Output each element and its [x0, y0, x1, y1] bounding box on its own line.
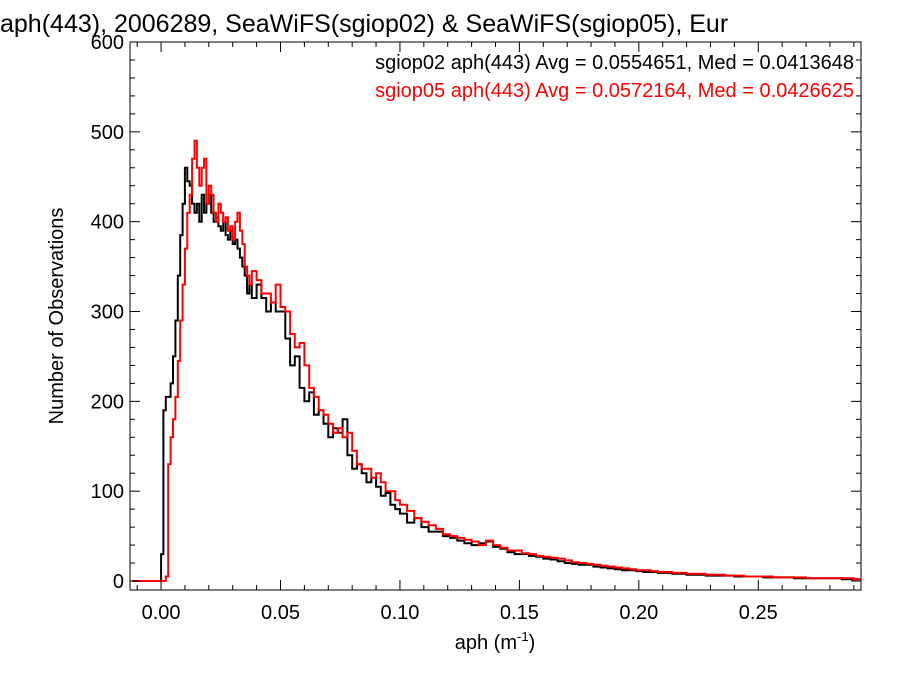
x-tick-label: 0.20: [619, 602, 658, 624]
chart-title: aph(443), 2006289, SeaWiFS(sgiop02) & Se…: [0, 10, 728, 38]
annotation-sgiop02: sgiop02 aph(443) Avg = 0.0554651, Med = …: [375, 52, 854, 74]
y-tick-label: 100: [91, 481, 124, 503]
x-tick-label: 0.00: [142, 602, 181, 624]
x-tick-label: 0.05: [261, 602, 300, 624]
y-tick-label: 300: [91, 302, 124, 324]
y-tick-label: 400: [91, 212, 124, 234]
x-axis-label-superscript: -1: [517, 629, 529, 644]
series-layer: [132, 139, 861, 582]
x-tick-label: 0.10: [380, 602, 419, 624]
x-tick-label: 0.15: [500, 602, 539, 624]
x-axis-label-main: aph (m: [455, 632, 517, 654]
axes-layer: 0 100 200 300 400 500 600 0.00 0.05 0.10 0.15 0.20 0…: [91, 32, 861, 624]
y-tick-label: 500: [91, 122, 124, 144]
x-axis-label-close: ): [529, 632, 536, 654]
y-tick-label: 0: [113, 571, 124, 593]
series-sgiop05-line: [132, 139, 861, 582]
annotation-sgiop05: sgiop05 aph(443) Avg = 0.0572164, Med = …: [375, 80, 854, 102]
y-tick-label: 200: [91, 391, 124, 413]
plot-frame: [129, 41, 862, 591]
y-axis-label: Number of Observations: [46, 208, 68, 425]
y-tick-label: 600: [91, 32, 124, 54]
x-tick-label: 0.25: [739, 602, 778, 624]
x-axis-label: aph (m-1): [455, 629, 535, 654]
